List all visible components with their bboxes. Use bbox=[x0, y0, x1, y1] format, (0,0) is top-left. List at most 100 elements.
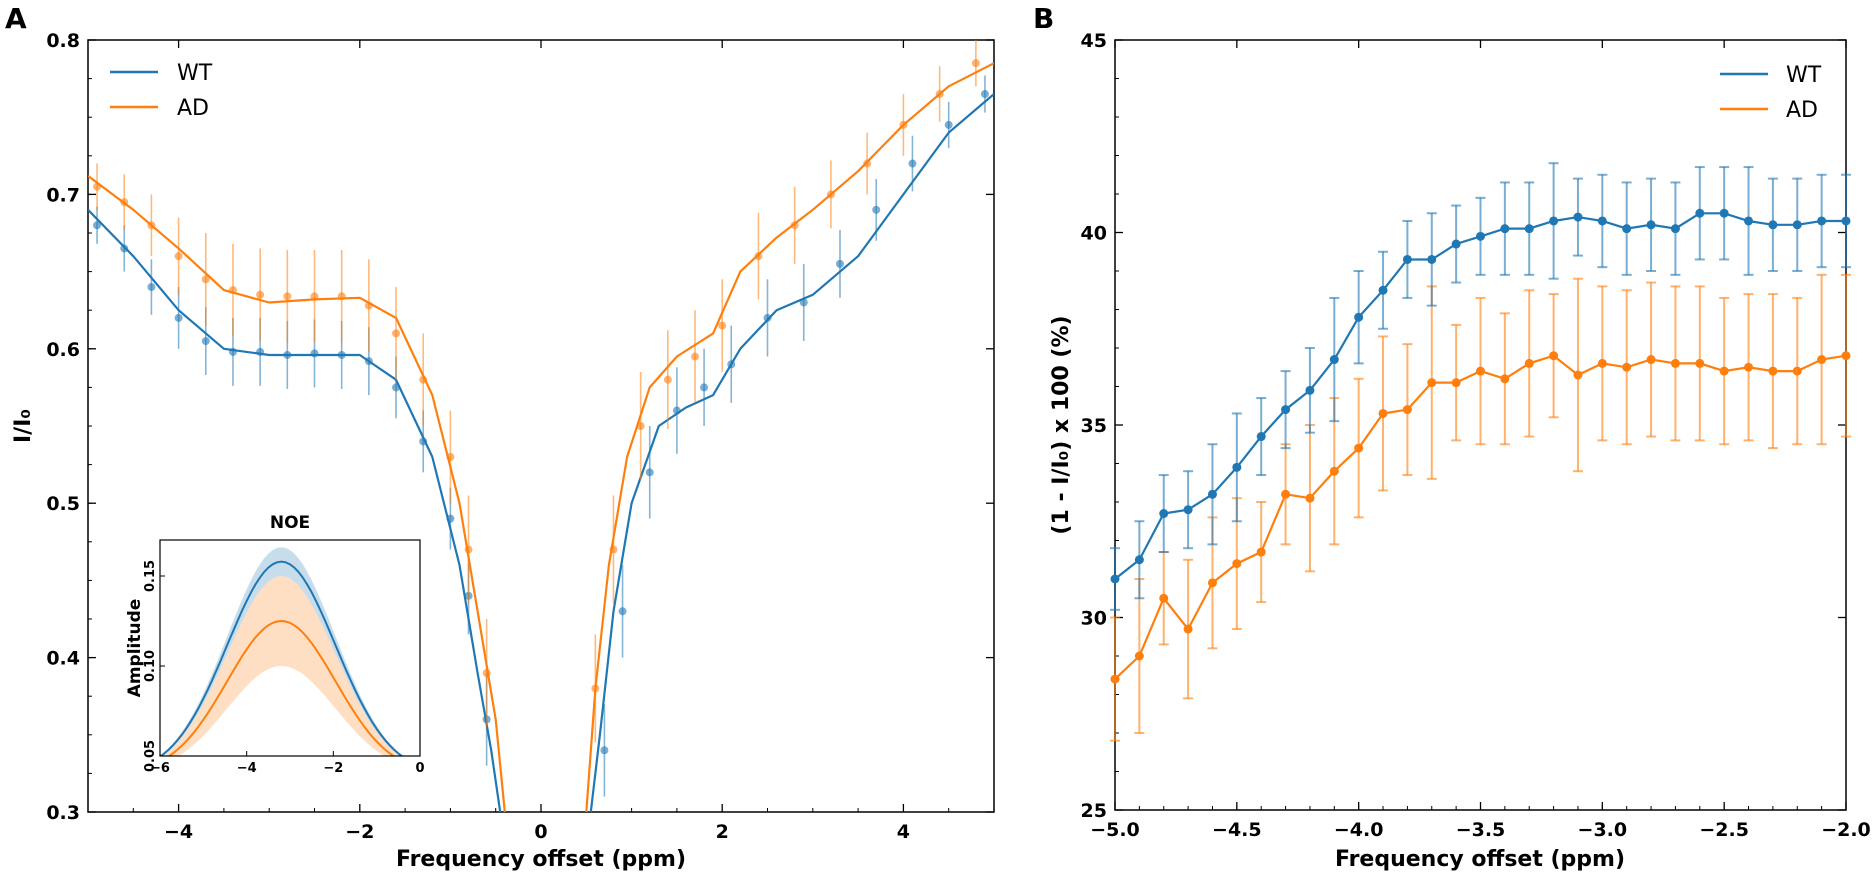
wt-data-point bbox=[835, 259, 844, 268]
x-tick-label: 2 bbox=[716, 821, 729, 843]
wt-data-point bbox=[600, 746, 609, 755]
ad-data-point bbox=[663, 375, 672, 384]
wt-data-point bbox=[700, 383, 709, 392]
x-tick-label: −2 bbox=[345, 821, 374, 843]
wt-data-point bbox=[1549, 216, 1559, 226]
noe-inset-series bbox=[160, 547, 404, 756]
x-tick-label: −5.0 bbox=[1090, 819, 1140, 841]
ad-data-point bbox=[256, 290, 265, 299]
ad-fit-line bbox=[585, 62, 994, 812]
ad-data-point bbox=[1573, 370, 1583, 380]
panel-b-y-axis-label: (1 - I/I₀) x 100 (%) bbox=[1049, 315, 1074, 534]
y-tick-label: 0.5 bbox=[46, 493, 80, 515]
wt-data-point bbox=[1573, 212, 1583, 222]
ad-data-point bbox=[1402, 405, 1412, 415]
x-tick-label: −4 bbox=[164, 821, 193, 843]
panel-b: B −5.0 −4.5 −4.0 −3.5 −3.0 −2.5 −2.0 25 30 35 40 45… bbox=[1033, 2, 1871, 872]
ad-data-point bbox=[971, 59, 980, 68]
panel-letter-a: A bbox=[5, 2, 27, 35]
wt-data-point bbox=[645, 468, 654, 477]
ad-data-point bbox=[1354, 443, 1364, 453]
x-tick-label: −4.0 bbox=[1334, 819, 1384, 841]
legend-ad-label: AD bbox=[177, 96, 209, 121]
wt-data-point bbox=[1451, 239, 1461, 249]
inset-y-tick-label: 0.10 bbox=[143, 650, 158, 682]
wt-data-point bbox=[763, 313, 772, 322]
ad-data-point bbox=[1281, 489, 1291, 499]
wt-data-point bbox=[872, 205, 881, 214]
ad-data-point bbox=[1549, 351, 1559, 361]
panel-a-ticks: −4 −2 0 2 4 0.3 0.4 0.5 0.6 0.7 0.8 bbox=[46, 30, 995, 843]
ad-data-point bbox=[1207, 578, 1217, 588]
x-tick-label: 0 bbox=[534, 821, 547, 843]
panel-a-y-axis-label: I/I₀ bbox=[11, 409, 36, 443]
y-tick-label: 0.7 bbox=[46, 184, 80, 206]
panel-a-x-axis-label: Frequency offset (ppm) bbox=[396, 847, 686, 872]
ad-data-point bbox=[1159, 593, 1169, 603]
wt-data-point bbox=[1183, 505, 1193, 515]
panel-b-x-axis-label: Frequency offset (ppm) bbox=[1335, 847, 1625, 872]
panel-letter-b: B bbox=[1033, 2, 1054, 35]
panel-b-series bbox=[1110, 162, 1851, 742]
y-tick-label: 0.6 bbox=[46, 339, 80, 361]
ad-data-point bbox=[1110, 674, 1120, 684]
wt-data-point bbox=[944, 120, 953, 129]
panel-b-ticks: −5.0 −4.5 −4.0 −3.5 −3.0 −2.5 −2.0 25 30 35 40 45 bbox=[1081, 30, 1871, 841]
wt-fit-line bbox=[88, 209, 502, 812]
wt-data-point bbox=[147, 283, 156, 292]
wt-noe-curve bbox=[160, 560, 404, 756]
ad-data-point bbox=[1792, 366, 1802, 376]
y-tick-label: 35 bbox=[1081, 415, 1107, 437]
ad-data-point bbox=[1476, 366, 1485, 376]
wt-data-point bbox=[1597, 216, 1607, 226]
inset-x-tick-label: −2 bbox=[323, 761, 343, 776]
wt-data-point bbox=[1427, 254, 1437, 264]
ad-data-point bbox=[1524, 358, 1534, 368]
wt-data-point bbox=[1500, 224, 1510, 234]
wt-data-point bbox=[201, 337, 210, 346]
ad-fit-line bbox=[88, 175, 506, 812]
wt-data-point bbox=[310, 349, 319, 358]
ad-data-point bbox=[1232, 559, 1242, 569]
wt-data-point bbox=[1256, 432, 1266, 442]
ad-data-point bbox=[174, 252, 183, 261]
wt-data-point bbox=[93, 221, 102, 230]
wt-data-point bbox=[1817, 216, 1827, 226]
wt-data-point bbox=[1719, 208, 1729, 218]
wt-data-point bbox=[1232, 462, 1242, 472]
wt-data-point bbox=[1768, 220, 1778, 230]
inset-x-tick-label: −4 bbox=[237, 761, 257, 776]
y-tick-label: 25 bbox=[1081, 800, 1107, 822]
ad-data-point bbox=[283, 292, 292, 301]
ad-data-point bbox=[691, 352, 700, 361]
wt-data-point bbox=[980, 90, 989, 99]
wt-data-point bbox=[1110, 574, 1120, 584]
x-tick-label: 4 bbox=[897, 821, 910, 843]
inset-y-tick-label: 0.15 bbox=[143, 560, 158, 592]
ad-data-point bbox=[1695, 358, 1705, 368]
panel-a: A −4 −2 0 2 4 0.3 0.4 0.5 0.6 0.7 0.8 WT AD Freque… bbox=[5, 2, 995, 872]
panel-a-series bbox=[88, 40, 994, 812]
wt-fit-line bbox=[589, 93, 994, 812]
noe-inset-title: NOE bbox=[270, 513, 310, 533]
wt-data-point bbox=[1670, 224, 1680, 234]
y-tick-label: 45 bbox=[1081, 30, 1107, 52]
panel-b-plot-area bbox=[1110, 162, 1851, 742]
noe-inset: −6 −4 −2 0 0.05 0.10 0.15 NOE Amplitude bbox=[125, 513, 425, 776]
wt-data-point bbox=[618, 607, 627, 616]
wt-data-point bbox=[1695, 208, 1705, 218]
wt-data-point bbox=[1792, 220, 1802, 230]
ad-data-point bbox=[1305, 493, 1315, 503]
wt-data-point bbox=[1354, 312, 1364, 322]
ad-data-point bbox=[1670, 358, 1680, 368]
ad-data-point bbox=[1378, 408, 1388, 418]
ad-data-point bbox=[1622, 362, 1632, 372]
wt-data-point bbox=[1159, 509, 1169, 519]
wt-data-point bbox=[1402, 254, 1412, 264]
wt-data-point bbox=[1329, 355, 1339, 365]
legend-ad-label: AD bbox=[1786, 98, 1818, 123]
wt-data-point bbox=[1281, 405, 1291, 415]
ad-data-point bbox=[1183, 624, 1193, 634]
y-tick-label: 0.3 bbox=[46, 802, 80, 824]
